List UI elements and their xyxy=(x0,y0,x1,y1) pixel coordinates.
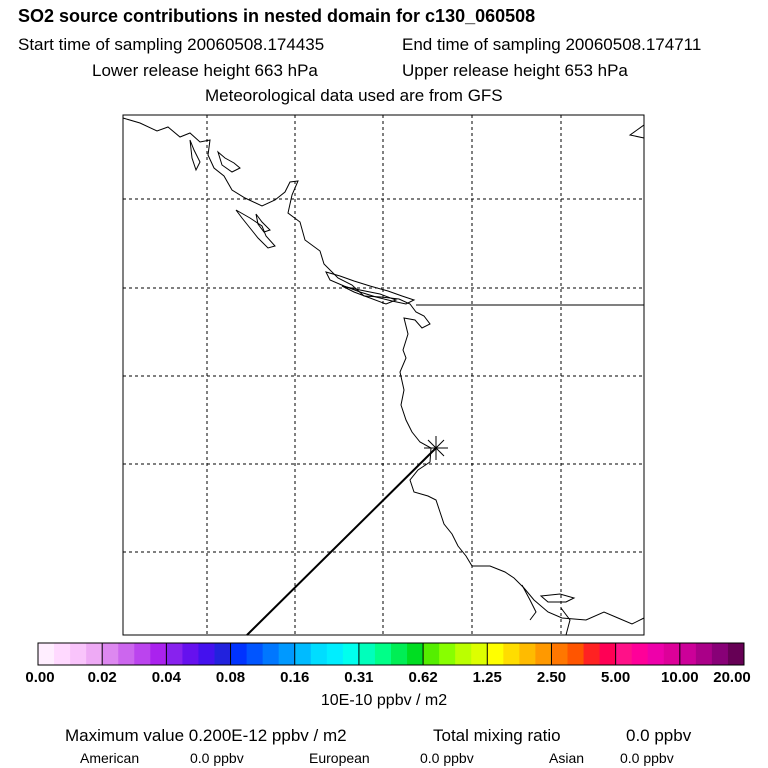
colorbar-units: 10E-10 ppbv / m2 xyxy=(320,692,448,709)
upper-release-height: Upper release height 653 hPa xyxy=(402,61,628,80)
colorbar-cell xyxy=(679,643,697,665)
colorbar-cell xyxy=(38,643,55,665)
total-mixing-ratio-label: Total mixing ratio xyxy=(433,726,561,745)
sampling-start-time: Start time of sampling 20060508.174435 xyxy=(18,35,325,54)
colorbar-cell xyxy=(455,643,472,665)
colorbar-cell xyxy=(166,643,183,665)
colorbar-cell xyxy=(342,643,360,665)
colorbar-cell xyxy=(326,643,344,665)
colorbar-cell xyxy=(230,643,248,665)
colorbar-cell xyxy=(198,643,215,665)
colorbar-tick-label: 0.16 xyxy=(280,669,310,686)
colorbar-frame xyxy=(37,642,745,666)
region-european-value: 0.0 ppbv xyxy=(420,750,474,766)
colorbar-cell xyxy=(214,643,232,665)
colorbar-cell xyxy=(294,643,312,665)
colorbar-cell xyxy=(262,643,280,665)
colorbar-cell xyxy=(631,643,649,665)
colorbar-cell xyxy=(695,643,713,665)
coastline xyxy=(122,117,645,636)
colorbar-cell xyxy=(615,643,633,665)
colorbar-cell xyxy=(423,643,440,665)
colorbar-cell xyxy=(150,643,167,665)
colorbar-tick-label: 5.00 xyxy=(601,669,631,686)
colorbar-cell xyxy=(54,643,71,665)
colorbar-cell xyxy=(519,643,536,665)
colorbar-tick-label: 0.00 xyxy=(25,669,55,686)
colorbar-cell xyxy=(358,643,376,665)
colorbar-cell xyxy=(246,643,264,665)
colorbar-cell xyxy=(599,643,617,665)
colorbar-cell xyxy=(439,643,456,665)
trajectory-line xyxy=(246,447,437,636)
colorbar-cell xyxy=(535,643,552,665)
colorbar-cell xyxy=(102,643,119,665)
colorbar-tick-label: 0.04 xyxy=(151,669,181,686)
map-gridlines xyxy=(123,115,644,635)
map-title: SO2 source contributions in nested domai… xyxy=(18,6,536,26)
colorbar-tick-label: 1.25 xyxy=(472,669,502,686)
sampling-end-time: End time of sampling 20060508.174711 xyxy=(402,35,702,54)
region-european-label: European xyxy=(309,750,370,766)
colorbar-cell xyxy=(487,643,504,665)
colorbar-cell xyxy=(118,643,135,665)
colorbar-tick-label: 0.02 xyxy=(87,669,117,686)
colorbar-cell xyxy=(407,643,424,665)
colorbar-tick-label: 2.50 xyxy=(536,669,567,686)
colorbar-tick-label: 0.62 xyxy=(408,669,438,686)
colorbar-cell xyxy=(711,643,729,665)
colorbar-cell xyxy=(70,643,87,665)
colorbar-tick-label: 10.00 xyxy=(661,669,699,686)
colorbar-cell xyxy=(278,643,296,665)
colorbar-tick-label: 20.00 xyxy=(713,669,751,686)
colorbar-cell xyxy=(551,643,568,665)
release-location-marker xyxy=(424,436,448,460)
colorbar-cell xyxy=(503,643,520,665)
colorbar-cell xyxy=(471,643,488,665)
colorbar-cell xyxy=(567,643,585,665)
colorbar-cell xyxy=(663,643,681,665)
colorbar-cell xyxy=(134,643,151,665)
colorbar-tick-label: 0.31 xyxy=(344,669,374,686)
maximum-value: Maximum value 0.200E-12 ppbv / m2 xyxy=(65,726,347,745)
lower-release-height: Lower release height 663 hPa xyxy=(92,61,318,80)
colorbar-cell xyxy=(647,643,665,665)
region-american-value: 0.0 ppbv xyxy=(190,750,244,766)
colorbar-cell xyxy=(310,643,328,665)
colorbar-cell xyxy=(86,643,103,665)
colorbar-cell xyxy=(182,643,199,665)
region-asian-label: Asian xyxy=(549,750,585,766)
colorbar-cell xyxy=(727,643,745,665)
colorbar-cell xyxy=(391,643,408,665)
colorbar-cell xyxy=(374,643,392,665)
colorbar-cell xyxy=(583,643,601,665)
met-data-source: Meteorological data used are from GFS xyxy=(205,86,503,105)
colorbar-tick-label: 0.08 xyxy=(215,669,246,686)
region-american-label: American xyxy=(80,750,140,766)
region-asian-value: 0.0 ppbv xyxy=(620,750,674,766)
total-mixing-ratio-value: 0.0 ppbv xyxy=(626,726,692,745)
